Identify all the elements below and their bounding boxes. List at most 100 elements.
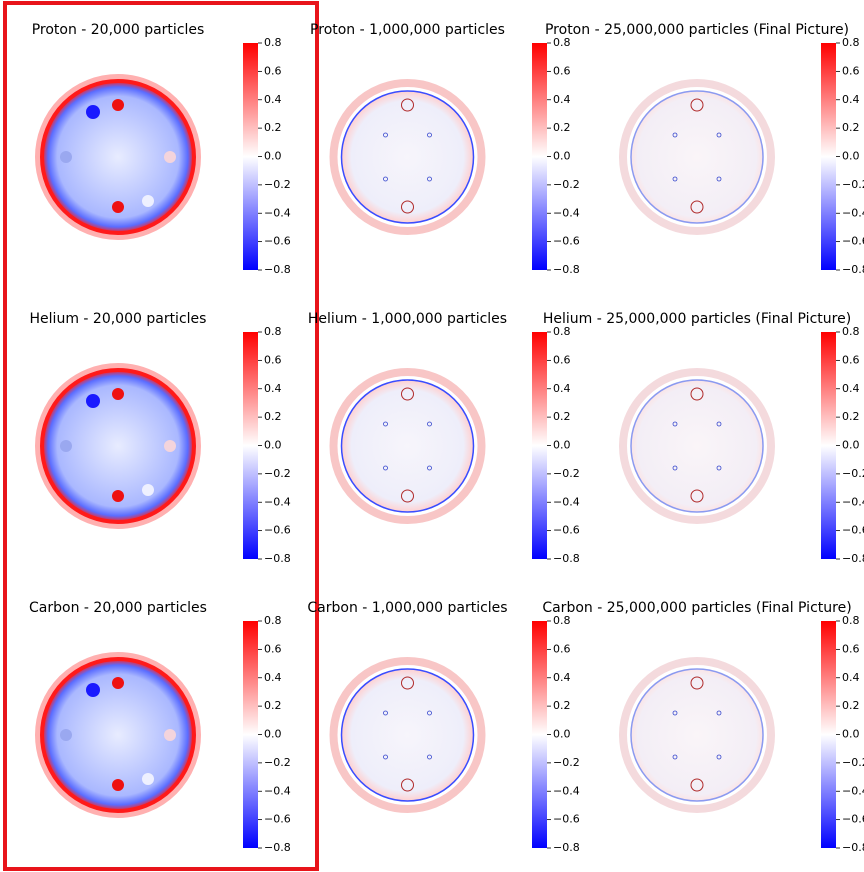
colorbar-tick-label: 0.2 <box>264 699 282 712</box>
phantom <box>630 90 764 224</box>
colorbar-tick-label: 0.2 <box>553 699 571 712</box>
insert <box>716 132 722 138</box>
phantom <box>40 368 196 524</box>
colorbar-tick-label: −0.6 <box>842 524 864 537</box>
colorbar-tick-label: −0.8 <box>842 841 864 854</box>
panel-title: Helium - 20,000 particles <box>30 311 207 327</box>
colorbar-tick-label: 0.4 <box>264 382 282 395</box>
ring <box>35 74 201 240</box>
ring <box>619 657 775 813</box>
insert <box>427 465 432 471</box>
colorbar-tick-label: 0.4 <box>553 382 571 395</box>
insert <box>112 490 124 502</box>
panel-title: Proton - 20,000 particles <box>32 22 205 38</box>
insert <box>383 465 388 471</box>
colorbar <box>532 43 547 270</box>
colorbar-tick-label: −0.6 <box>842 235 864 248</box>
colorbar-tick-label: 0.6 <box>553 353 571 366</box>
insert <box>716 421 722 427</box>
colorbar-tick-label: −0.4 <box>842 495 864 508</box>
colorbar-tick-label: −0.2 <box>553 467 580 480</box>
colorbar-tick-label: −0.2 <box>842 756 864 769</box>
insert <box>164 440 176 452</box>
colorbar-tick-label: −0.4 <box>553 495 580 508</box>
colorbar-tick-label: −0.2 <box>264 178 291 191</box>
panel-title: Proton - 1,000,000 particles <box>310 22 505 38</box>
colorbar-tick-label: 0.0 <box>842 150 860 163</box>
colorbar-tick-label: 0.0 <box>553 728 571 741</box>
colorbar-tick-label: −0.2 <box>264 756 291 769</box>
insert <box>142 773 154 785</box>
insert <box>60 440 72 452</box>
colorbar-tick-label: −0.4 <box>842 784 864 797</box>
colorbar-tick-label: −0.6 <box>264 235 291 248</box>
insert <box>690 778 704 792</box>
insert <box>427 710 432 716</box>
colorbar-tick-label: 0.6 <box>264 353 282 366</box>
colorbar <box>821 43 836 270</box>
colorbar-tick-label: 0.2 <box>842 121 860 134</box>
insert <box>60 729 72 741</box>
colorbar-tick-label: −0.2 <box>842 178 864 191</box>
insert <box>716 710 722 716</box>
colorbar-tick-label: −0.2 <box>842 467 864 480</box>
colorbar-tick-label: 0.8 <box>842 325 860 338</box>
panel-title: Proton - 25,000,000 particles (Final Pic… <box>545 22 849 38</box>
insert <box>164 729 176 741</box>
insert <box>86 105 100 119</box>
colorbar-tick-label: 0.4 <box>264 93 282 106</box>
insert <box>383 176 388 182</box>
insert <box>401 778 414 792</box>
insert <box>401 676 414 690</box>
panel-title: Carbon - 20,000 particles <box>29 600 207 616</box>
highlight-box <box>3 1 319 871</box>
colorbar-tick-label: −0.4 <box>553 206 580 219</box>
insert <box>690 200 704 214</box>
ring <box>35 652 201 818</box>
colorbar-tick-label: 0.2 <box>264 410 282 423</box>
insert <box>383 132 388 138</box>
insert <box>383 710 388 716</box>
insert <box>112 779 124 791</box>
colorbar <box>821 332 836 559</box>
insert <box>112 388 124 400</box>
insert <box>401 489 414 503</box>
colorbar-tick-label: 0.6 <box>264 64 282 77</box>
colorbar-tick-label: 0.0 <box>842 439 860 452</box>
insert <box>112 201 124 213</box>
colorbar-tick-label: 0.6 <box>264 642 282 655</box>
colorbar-tick-label: 0.4 <box>553 93 571 106</box>
colorbar-tick-label: −0.6 <box>264 524 291 537</box>
colorbar-tick-label: 0.8 <box>553 325 571 338</box>
insert <box>427 754 432 760</box>
colorbar-tick-label: 0.2 <box>264 121 282 134</box>
colorbar-tick-label: −0.8 <box>264 552 291 565</box>
colorbar-tick-label: −0.4 <box>264 495 291 508</box>
colorbar-tick-label: −0.6 <box>553 813 580 826</box>
insert <box>112 99 124 111</box>
colorbar-tick-label: 0.8 <box>553 614 571 627</box>
colorbar-tick-label: −0.4 <box>264 784 291 797</box>
ring <box>619 368 775 524</box>
phantom <box>40 79 196 235</box>
insert <box>716 465 722 471</box>
colorbar-tick-label: −0.8 <box>842 263 864 276</box>
colorbar-tick-label: 0.8 <box>553 36 571 49</box>
colorbar-tick-label: 0.8 <box>842 614 860 627</box>
colorbar-tick-label: −0.6 <box>842 813 864 826</box>
insert <box>164 151 176 163</box>
insert <box>672 465 678 471</box>
colorbar-tick-label: 0.2 <box>553 410 571 423</box>
colorbar-tick-label: −0.8 <box>264 263 291 276</box>
colorbar-tick-label: 0.6 <box>842 642 860 655</box>
colorbar <box>243 332 258 559</box>
colorbar-tick-label: −0.4 <box>264 206 291 219</box>
insert <box>672 421 678 427</box>
insert <box>716 754 722 760</box>
colorbar-tick-label: −0.4 <box>842 206 864 219</box>
colorbar-tick-label: 0.8 <box>264 614 282 627</box>
colorbar-tick-label: 0.0 <box>264 439 282 452</box>
colorbar-tick-label: 0.2 <box>842 699 860 712</box>
colorbar-tick-label: −0.6 <box>553 524 580 537</box>
colorbar-tick-label: 0.0 <box>553 439 571 452</box>
